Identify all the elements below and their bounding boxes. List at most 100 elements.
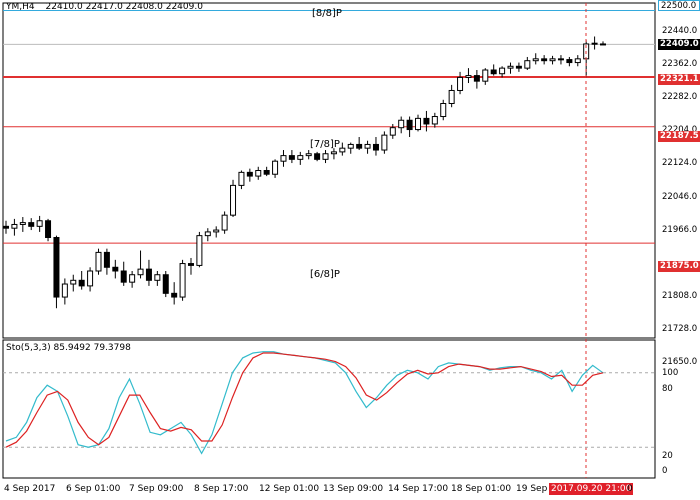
candle-body — [356, 143, 363, 149]
candle-body — [103, 251, 110, 268]
candle-body — [45, 220, 52, 238]
candle-body — [196, 235, 203, 266]
sto-axis-label: 0 — [662, 466, 668, 476]
candle-body — [112, 266, 119, 272]
top-price-tag: 22500.0 — [658, 0, 700, 11]
candle-body — [238, 171, 245, 186]
stochastic-signal-line — [5, 352, 604, 448]
time-label: 12 Sep 01:00 — [259, 484, 320, 494]
crosshair-time-tag: 2017.09.20 21:00 — [549, 483, 634, 495]
level-price-tag: 21875.0 — [658, 261, 700, 272]
candle-body — [255, 170, 262, 177]
time-label: 6 Sep 01:00 — [66, 484, 121, 494]
price-label: 22046.0 — [662, 192, 698, 202]
main-chart-frame — [2, 2, 656, 339]
candle-body — [524, 60, 531, 69]
level-price-tag: 22187.5 — [658, 131, 700, 142]
candle-body — [473, 75, 480, 82]
candle-body — [11, 223, 18, 229]
candle-body — [162, 274, 169, 294]
candle-body — [137, 268, 144, 276]
candle-body — [297, 155, 304, 160]
candle-body — [179, 263, 186, 298]
candle-body — [187, 263, 194, 266]
candle-body — [591, 42, 598, 45]
candle-body — [95, 251, 102, 272]
candle-body — [145, 268, 152, 281]
price-label: 22204.0 — [662, 125, 698, 135]
candle-body — [129, 274, 136, 283]
candle-body — [541, 58, 548, 62]
candle-body — [415, 117, 422, 131]
time-label: 8 Sep 17:00 — [194, 484, 249, 494]
candle-body — [457, 76, 464, 91]
time-label: 14 Sep 17:00 — [388, 484, 449, 494]
stochastic-label: Sto(5,3,3) 85.9492 79.3798 — [6, 343, 131, 353]
price-label: 21728.0 — [662, 324, 698, 334]
candle-body — [246, 171, 253, 177]
level-8-8-label: [8/8]P — [312, 8, 342, 19]
candle-body — [465, 75, 472, 78]
candle-body — [213, 229, 220, 233]
candle-body — [515, 65, 522, 69]
price-label: 22362.0 — [662, 59, 698, 69]
candle-body — [154, 274, 161, 281]
time-label: 19 Sep — [516, 484, 548, 494]
candle-body — [53, 237, 60, 298]
ohlc-label: 22410.0 22417.0 22408.0 22409.0 — [45, 2, 203, 12]
candle-body — [322, 153, 329, 160]
price-label: 21966.0 — [662, 225, 698, 235]
time-label: 4 Sep 2017 — [4, 484, 56, 494]
candle-body — [61, 283, 68, 298]
candle-body — [339, 147, 346, 153]
chart-header: YM,H4 22410.0 22417.0 22408.0 22409.0 — [6, 2, 203, 12]
candle-body — [230, 184, 237, 216]
candle-body — [87, 270, 94, 287]
candle-body — [574, 58, 581, 64]
candle-body — [482, 69, 489, 82]
candle-body — [566, 59, 573, 64]
candle-body — [507, 65, 514, 69]
candle-body — [19, 222, 26, 225]
sto-axis-label: 100 — [662, 368, 679, 378]
candle-body — [490, 69, 497, 75]
candle-body — [557, 58, 564, 61]
candle-body — [305, 153, 312, 157]
stochastic-frame — [2, 339, 656, 479]
candle-body — [381, 134, 388, 151]
candle-body — [549, 58, 556, 62]
candle-body — [3, 225, 9, 229]
level-price-tag: 22321.1 — [658, 74, 700, 85]
candle-body — [372, 143, 379, 151]
time-label-trail: 0 — [627, 484, 633, 494]
price-label: 22440.0 — [662, 26, 698, 36]
candle-body — [28, 222, 35, 227]
level-7-8-label: [7/8]P — [310, 139, 340, 150]
time-label: 18 Sep 01:00 — [451, 484, 512, 494]
candle-body — [330, 151, 337, 155]
candle-body — [448, 89, 455, 104]
time-label: 13 Sep 09:00 — [323, 484, 384, 494]
candle-body — [406, 119, 413, 131]
candle-body — [431, 116, 438, 125]
candle-body — [36, 220, 43, 227]
symbol-label: YM,H4 — [6, 2, 35, 12]
candle-body — [171, 292, 178, 298]
candle-body — [120, 270, 127, 283]
candle-body — [499, 67, 506, 75]
candle-body — [204, 231, 211, 237]
candle-body — [78, 279, 85, 287]
candle-body — [532, 58, 539, 62]
candle-body — [347, 143, 354, 149]
price-label: 21650.0 — [662, 357, 698, 367]
candle-body — [272, 160, 279, 175]
candle-body — [423, 117, 430, 125]
sto-axis-label: 80 — [662, 384, 673, 394]
candle-body — [288, 155, 295, 160]
candle-body — [398, 119, 405, 129]
current-price-tag: 22409.0 — [658, 39, 700, 50]
time-label: 7 Sep 09:00 — [129, 484, 184, 494]
price-label: 21808.0 — [662, 291, 698, 301]
candle-body — [221, 214, 228, 231]
